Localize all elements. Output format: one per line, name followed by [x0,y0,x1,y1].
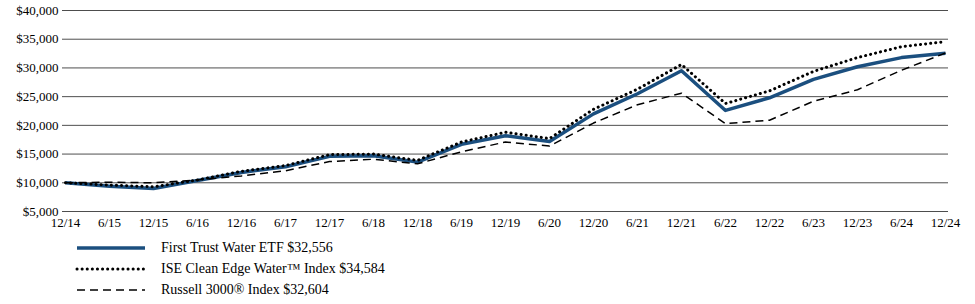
svg-text:12/21: 12/21 [667,215,697,230]
svg-text:12/23: 12/23 [843,215,873,230]
svg-text:12/20: 12/20 [579,215,609,230]
svg-text:6/21: 6/21 [626,215,649,230]
svg-text:$40,000: $40,000 [16,3,58,18]
svg-text:6/23: 6/23 [802,215,825,230]
svg-text:6/17: 6/17 [274,215,298,230]
svg-text:12/24: 12/24 [931,215,961,230]
svg-text:6/20: 6/20 [538,215,561,230]
svg-text:$25,000: $25,000 [16,89,58,104]
svg-text:6/22: 6/22 [714,215,737,230]
svg-text:$10,000: $10,000 [16,175,58,190]
svg-text:6/16: 6/16 [186,215,210,230]
svg-text:12/14: 12/14 [51,215,81,230]
svg-text:12/17: 12/17 [315,215,345,230]
svg-text:$5,000: $5,000 [22,203,59,219]
svg-text:$30,000: $30,000 [16,60,58,75]
svg-text:12/15: 12/15 [139,215,169,230]
svg-text:$15,000: $15,000 [16,146,58,161]
svg-text:6/24: 6/24 [890,215,914,230]
svg-text:12/22: 12/22 [755,215,785,230]
svg-text:6/15: 6/15 [98,215,121,230]
svg-text:6/18: 6/18 [362,215,385,230]
html-text:First Trust Water ETF $32,556: First Trust Water ETF $32,556 [161,239,333,255]
svg-text:6/19: 6/19 [450,215,473,230]
svg-text:12/19: 12/19 [491,215,521,230]
svg-text:$20,000: $20,000 [16,118,58,133]
svg-text:12/16: 12/16 [227,215,257,230]
html-text:Russell 3000® Index $32,604: Russell 3000® Index $32,604 [161,281,329,297]
svg-text:12/18: 12/18 [403,215,433,230]
html-text:ISE Clean Edge Water™ Index $3: ISE Clean Edge Water™ Index $34,584 [161,260,385,276]
svg-text:$35,000: $35,000 [16,31,58,46]
